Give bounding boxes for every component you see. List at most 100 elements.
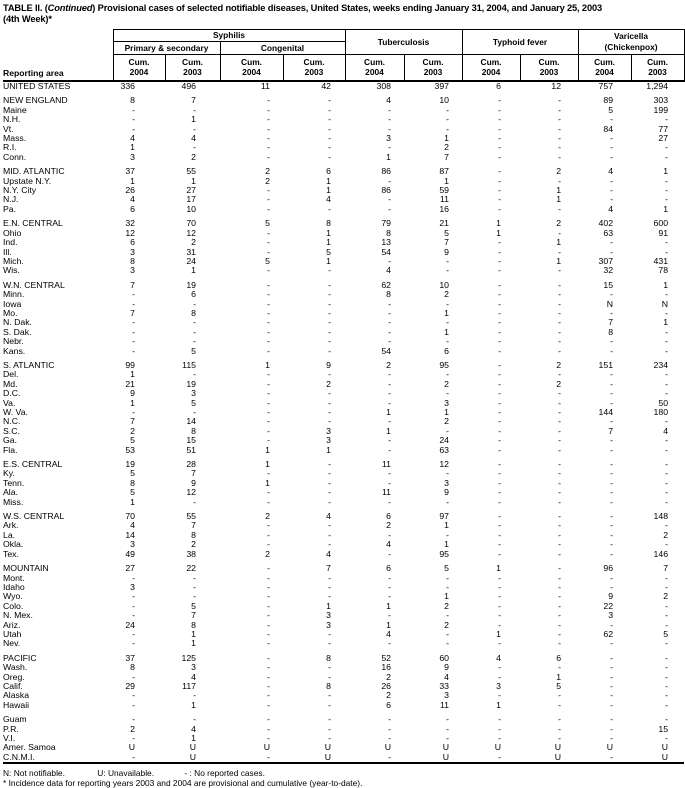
value-cell: -	[388, 610, 391, 621]
reporting-area-cell: Mont.	[3, 572, 25, 583]
table-row: PACIFIC 37 125 - 8 52 60 4 6 - -	[3, 652, 684, 663]
table-row: Mich. 8 24 5 1 - - - 1 307 431	[3, 255, 684, 266]
reporting-area-cell: Iowa	[3, 298, 22, 309]
table-row: Wash. 8 3 - - 16 9 - - - -	[3, 662, 684, 672]
value-cell: -	[193, 581, 196, 592]
value-cell: 59	[439, 185, 450, 196]
value-cell: 1	[444, 407, 450, 417]
table-row: MOUNTAIN 27 22 - 7 6 5 1 - 96 7	[3, 563, 684, 574]
value-cell: -	[558, 289, 562, 300]
value-cell: 5	[556, 680, 562, 691]
value-cell: -	[328, 572, 331, 583]
value-cell: -	[665, 388, 669, 399]
table-row: Ky. 5 7 - - - - - - - -	[3, 468, 684, 479]
value-cell: 11	[439, 699, 450, 710]
value-cell: -	[498, 407, 502, 417]
reporting-area-cell: Tenn.	[3, 477, 25, 488]
footnote-n: N: Not notifiable.	[3, 768, 65, 779]
value-cell: -	[665, 638, 669, 649]
value-cell: 431	[653, 255, 669, 266]
value-cell: -	[610, 714, 614, 725]
value-cell: -	[665, 289, 669, 300]
value-cell: -	[267, 326, 270, 337]
value-cell: -	[558, 690, 562, 701]
value-cell: 7	[444, 151, 450, 162]
value-cell: -	[665, 175, 669, 186]
value-cell: -	[610, 133, 614, 144]
reporting-area-cell: Kans.	[3, 345, 26, 356]
reporting-area-cell: E.S. CENTRAL	[3, 459, 63, 470]
value-cell: -	[193, 690, 196, 701]
value-cell: -	[665, 114, 669, 125]
reporting-area-cell: Ill.	[3, 246, 12, 257]
reporting-area-cell: Mass.	[3, 133, 27, 144]
value-cell: 2	[444, 600, 450, 611]
value-cell: -	[665, 345, 669, 356]
value-cell: -	[558, 638, 562, 649]
value-cell: 10	[186, 203, 196, 214]
value-cell: -	[610, 572, 614, 583]
value-cell: -	[498, 194, 502, 205]
value-cell: -	[498, 246, 502, 257]
value-cell: 3	[130, 246, 135, 257]
value-cell: -	[446, 123, 450, 134]
table-row: Miss. 1 - - - - - - - - -	[3, 497, 684, 507]
value-cell: -	[558, 733, 562, 743]
table-row: Calif. 29 117-8 26 33 3 5- -	[3, 680, 684, 691]
value-cell: 11	[260, 81, 270, 91]
value-cell: -	[558, 345, 562, 356]
value-cell: 5	[608, 104, 614, 115]
value-cell: -	[498, 326, 502, 337]
value-cell: -	[267, 95, 270, 106]
value-cell: 27	[186, 185, 196, 196]
value-cell: -	[388, 378, 391, 389]
table-row: Minn. - 6 - - 8 2 - - - -	[3, 289, 684, 300]
reporting-area-cell: N.H.	[3, 114, 21, 125]
table-row: Wyo. - - - - - 1 - - 9 2	[3, 591, 684, 602]
value-cell: 54	[381, 246, 391, 257]
value-cell: -	[498, 751, 502, 762]
value-cell: 4	[130, 520, 135, 531]
value-cell: 1	[326, 255, 331, 266]
value-cell: 14	[186, 416, 196, 427]
value-cell: 1	[444, 591, 450, 602]
reporting-area-cell: MOUNTAIN	[3, 563, 49, 574]
value-cell: -	[558, 104, 562, 115]
value-cell: -	[328, 203, 331, 214]
value-cell: -	[446, 628, 450, 639]
value-cell: 1	[130, 369, 135, 380]
value-cell: -	[328, 714, 331, 725]
title-part1: TABLE II. (	[3, 3, 48, 13]
value-cell: U	[324, 742, 331, 753]
value-cell: -	[328, 468, 331, 479]
value-cell: 95	[439, 548, 450, 559]
value-cell: -	[665, 690, 669, 701]
value-cell: 125	[181, 652, 197, 663]
value-cell: -	[498, 203, 502, 214]
value-cell: 96	[603, 563, 614, 574]
table-row: Alaska - - - - 2 3 - - - -	[3, 690, 684, 701]
value-cell: -	[610, 539, 614, 550]
value-cell: 28	[186, 459, 196, 470]
value-cell: -	[558, 619, 562, 630]
value-cell: 7	[130, 279, 135, 290]
value-cell: -	[558, 600, 562, 611]
value-cell: 6	[191, 289, 196, 300]
value-cell: 32	[125, 218, 135, 229]
value-cell: -	[267, 298, 270, 309]
value-cell: -	[328, 487, 331, 498]
value-cell: -	[446, 388, 450, 399]
value-cell: 16	[439, 203, 450, 214]
value-cell: 24	[125, 619, 135, 630]
value-cell: 2	[130, 425, 135, 436]
value-cell: -	[388, 317, 391, 328]
value-cell: -	[610, 680, 614, 691]
value-cell: 4	[191, 133, 196, 144]
value-cell: 1	[326, 237, 331, 248]
table-row: C.N.M.I. - U - U - U - U - U	[3, 751, 684, 763]
value-cell: -	[446, 581, 450, 592]
value-cell: -	[388, 572, 391, 583]
col-header-typhoid-2004: Cum. 2004	[461, 54, 521, 82]
table-row: Guam - - - - - - - - - -	[3, 714, 684, 725]
value-cell: -	[193, 591, 196, 602]
